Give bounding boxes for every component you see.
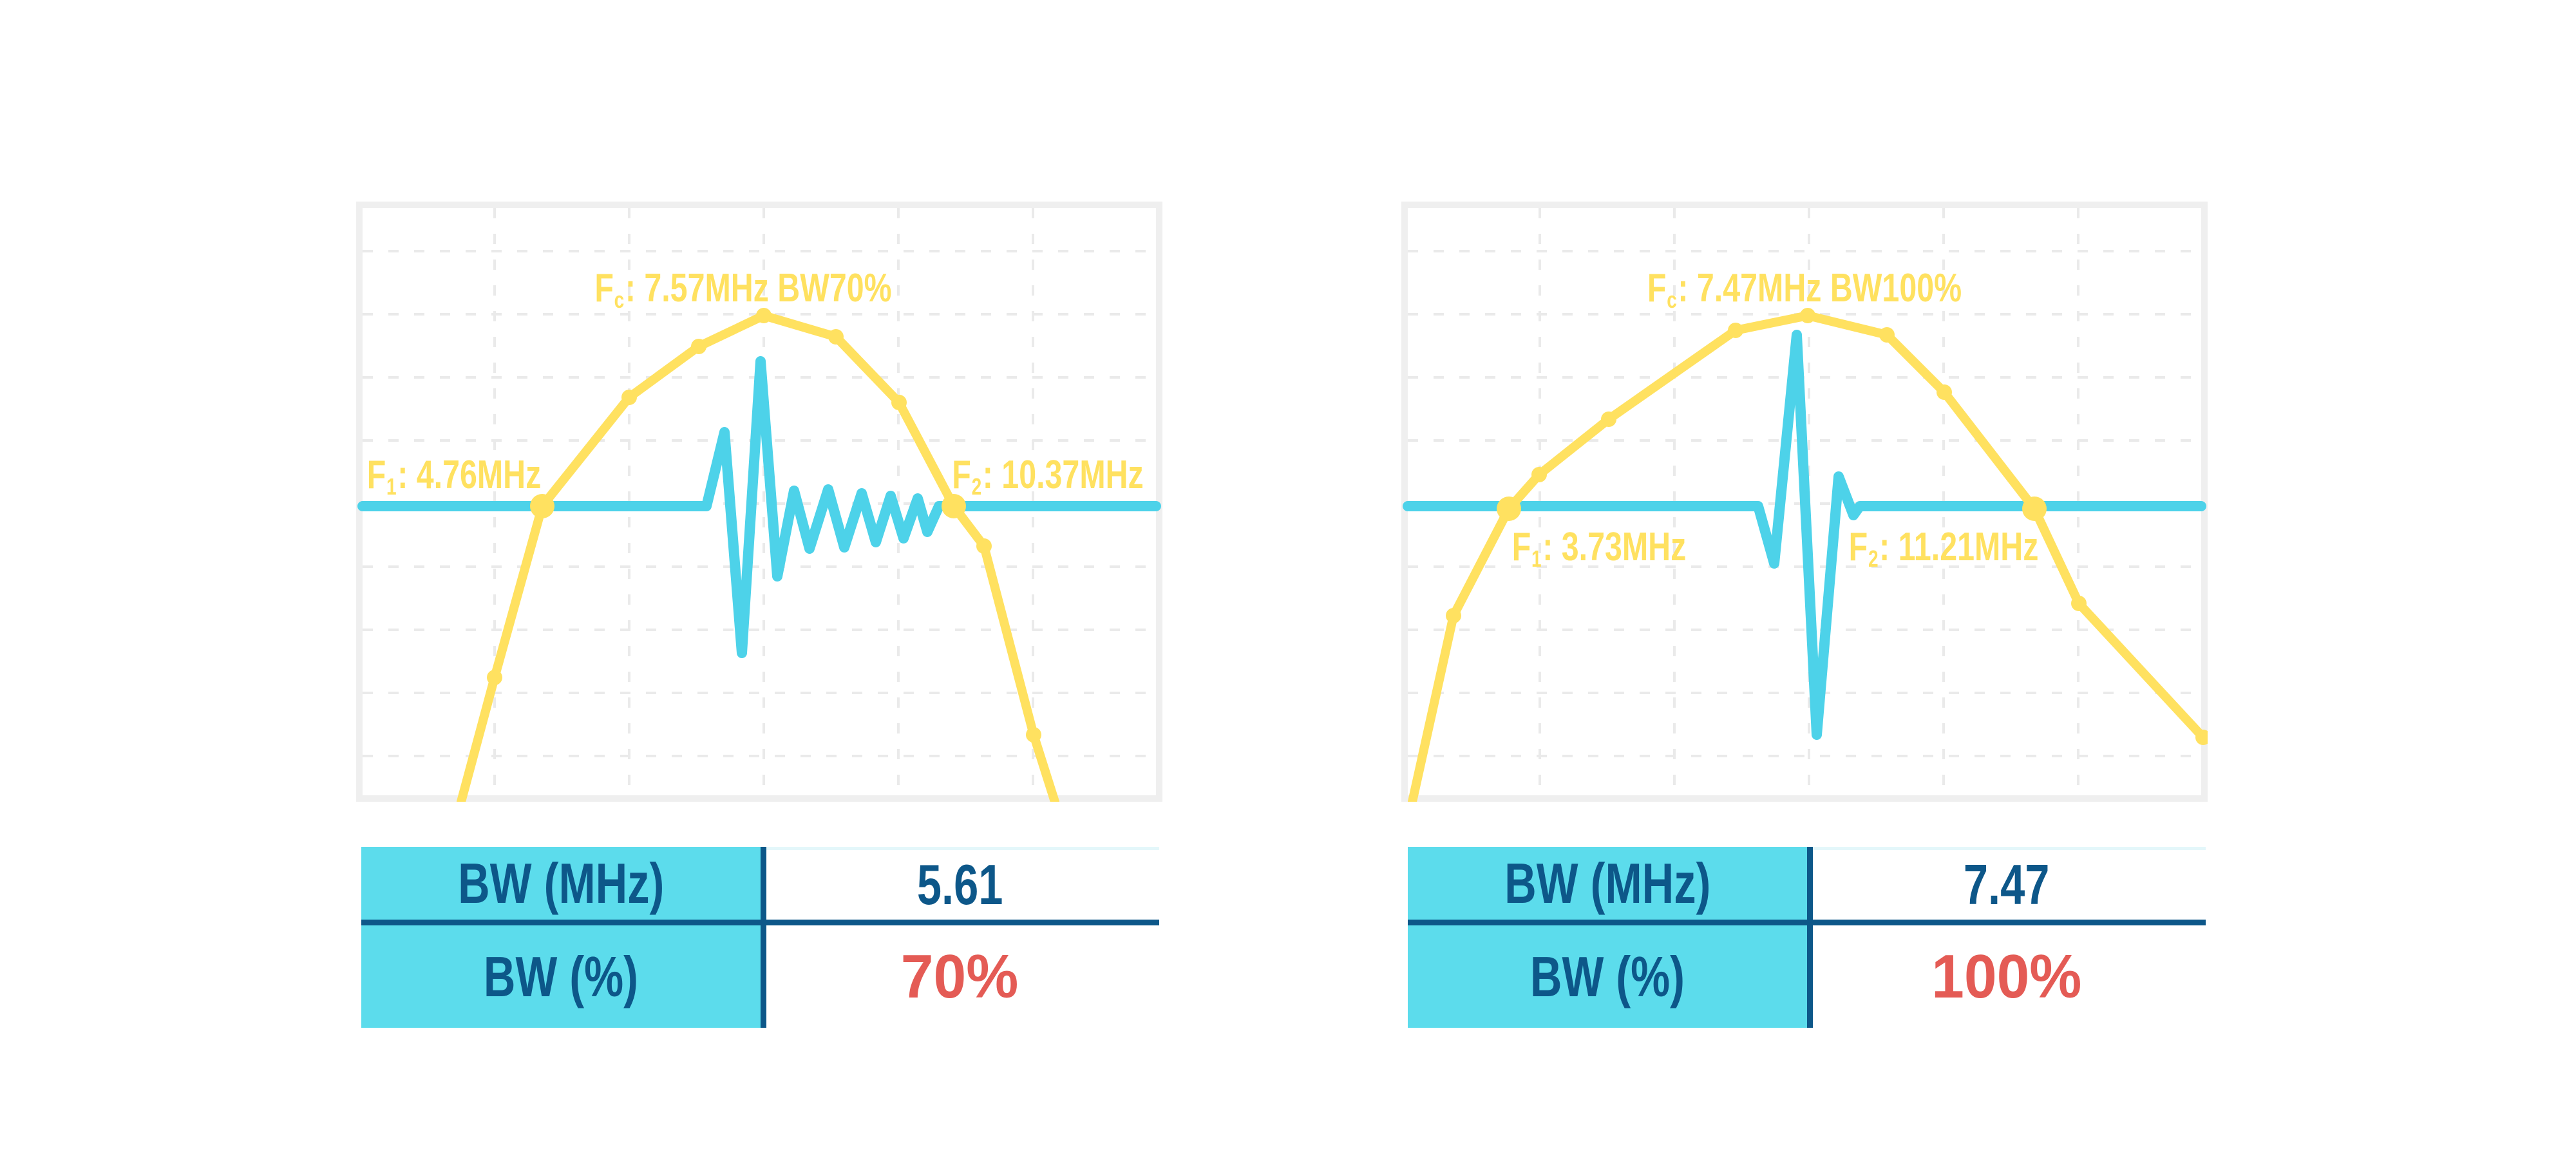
bw-mhz-label-cell: BW (MHz) xyxy=(1408,847,1807,920)
table-row-separator xyxy=(361,920,1159,925)
data-point-marker xyxy=(1800,308,1815,323)
pulse-waveform xyxy=(357,356,1161,658)
data-point-marker xyxy=(621,390,637,405)
data-point-marker xyxy=(691,339,706,354)
data-point-marker xyxy=(756,308,772,323)
bw-pct-value-cell: 70% xyxy=(761,925,1159,1028)
fc-label-value: : 7.57MHz BW70% xyxy=(625,266,892,310)
data-point-marker xyxy=(828,329,844,345)
bw-mhz-label-cell: BW (MHz) xyxy=(361,847,761,920)
fc-label-value: : 7.47MHz BW100% xyxy=(1678,266,1962,310)
f2-label-prefix: F xyxy=(952,453,971,497)
data-point-markers xyxy=(1446,308,2208,745)
data-point-marker xyxy=(1937,384,1952,400)
fc-label-prefix: F xyxy=(594,266,614,310)
data-point-marker xyxy=(1879,327,1895,343)
chart-panel-bw100: Fc: 7.47MHz BW100% F1: 3.73MHz F2: 11.21… xyxy=(1401,202,2208,802)
cutoff-frequency-marker xyxy=(1497,497,1521,521)
spectrum-curve xyxy=(457,311,1059,802)
pulse-waveform xyxy=(1403,330,2206,740)
table-column-divider xyxy=(1807,847,1813,1028)
bw-mhz-value-cell: 5.61 xyxy=(761,847,1159,920)
table-row: BW (%) 70% xyxy=(361,925,1159,1028)
f1-label-prefix: F xyxy=(1511,525,1531,569)
fc-label-subscript: c xyxy=(614,287,625,314)
bw-mhz-value: 5.61 xyxy=(916,853,1003,916)
data-point-marker xyxy=(976,538,992,554)
spectrum-curve xyxy=(1408,311,2208,802)
f2-annotation: F2: 10.37MHz xyxy=(925,454,1170,499)
bw-mhz-label: BW (MHz) xyxy=(457,851,665,915)
f2-label-value: : 11.21MHz xyxy=(1879,525,2039,569)
center-frequency-annotation: Fc: 7.47MHz BW100% xyxy=(1603,267,2006,312)
bw-pct-value: 70% xyxy=(901,941,1019,1011)
chart-canvas xyxy=(357,208,1161,802)
f1-label-subscript: 1 xyxy=(1531,545,1542,572)
center-frequency-annotation: Fc: 7.57MHz BW70% xyxy=(553,267,933,312)
bw-mhz-label: BW (MHz) xyxy=(1504,851,1711,915)
cutoff-frequency-marker xyxy=(2022,497,2047,521)
cutoff-frequency-marker xyxy=(530,494,554,518)
table-row: BW (%) 100% xyxy=(1408,925,2206,1028)
data-point-marker xyxy=(487,670,502,685)
fc-label-subscript: c xyxy=(1667,287,1677,314)
data-point-marker xyxy=(1531,467,1547,482)
table-column-divider xyxy=(761,847,766,1028)
bw-pct-value-cell: 100% xyxy=(1807,925,2206,1028)
bw-pct-label: BW (%) xyxy=(483,944,639,1008)
f1-label-subscript: 1 xyxy=(386,473,397,500)
f2-annotation: F2: 11.21MHz xyxy=(1822,526,2065,571)
bw-mhz-value-cell: 7.47 xyxy=(1807,847,2206,920)
f2-label-subscript: 2 xyxy=(971,473,982,500)
data-point-marker xyxy=(1601,411,1616,427)
bandwidth-table-bw100: BW (MHz) 7.47 BW (%) 100% xyxy=(1408,847,2206,1028)
fc-label-prefix: F xyxy=(1647,266,1667,310)
data-point-marker xyxy=(891,395,907,410)
f1-label-prefix: F xyxy=(366,453,386,497)
table-row: BW (MHz) 7.47 xyxy=(1408,847,2206,920)
data-point-marker xyxy=(1026,727,1041,743)
data-point-marker xyxy=(2195,730,2208,745)
data-point-marker xyxy=(1446,608,1461,623)
data-point-markers xyxy=(487,308,1041,743)
f2-label-subscript: 2 xyxy=(1868,545,1879,572)
bw-pct-label-cell: BW (%) xyxy=(361,925,761,1028)
data-point-marker xyxy=(1728,323,1743,338)
bw-pct-label-cell: BW (%) xyxy=(1408,925,1807,1028)
f1-annotation: F1: 4.76MHz xyxy=(343,454,566,499)
bw-pct-label: BW (%) xyxy=(1530,944,1685,1008)
table-row-separator xyxy=(1408,920,2206,925)
f2-label-value: : 10.37MHz xyxy=(982,453,1144,497)
bw-mhz-value: 7.47 xyxy=(1963,853,2050,916)
bw-pct-value: 100% xyxy=(1931,941,2082,1011)
f1-label-value: : 3.73MHz xyxy=(1542,525,1687,569)
data-point-marker xyxy=(2071,596,2087,611)
f1-label-value: : 4.76MHz xyxy=(397,453,542,497)
cutoff-frequency-marker xyxy=(942,494,966,518)
chart-canvas xyxy=(1403,208,2208,802)
f1-annotation: F1: 3.73MHz xyxy=(1488,526,1711,571)
table-row: BW (MHz) 5.61 xyxy=(361,847,1159,920)
chart-panel-bw70: Fc: 7.57MHz BW70% F1: 4.76MHz F2: 10.37M… xyxy=(356,202,1162,802)
f2-label-prefix: F xyxy=(1848,525,1868,569)
bandwidth-table-bw70: BW (MHz) 5.61 BW (%) 70% xyxy=(361,847,1159,1028)
